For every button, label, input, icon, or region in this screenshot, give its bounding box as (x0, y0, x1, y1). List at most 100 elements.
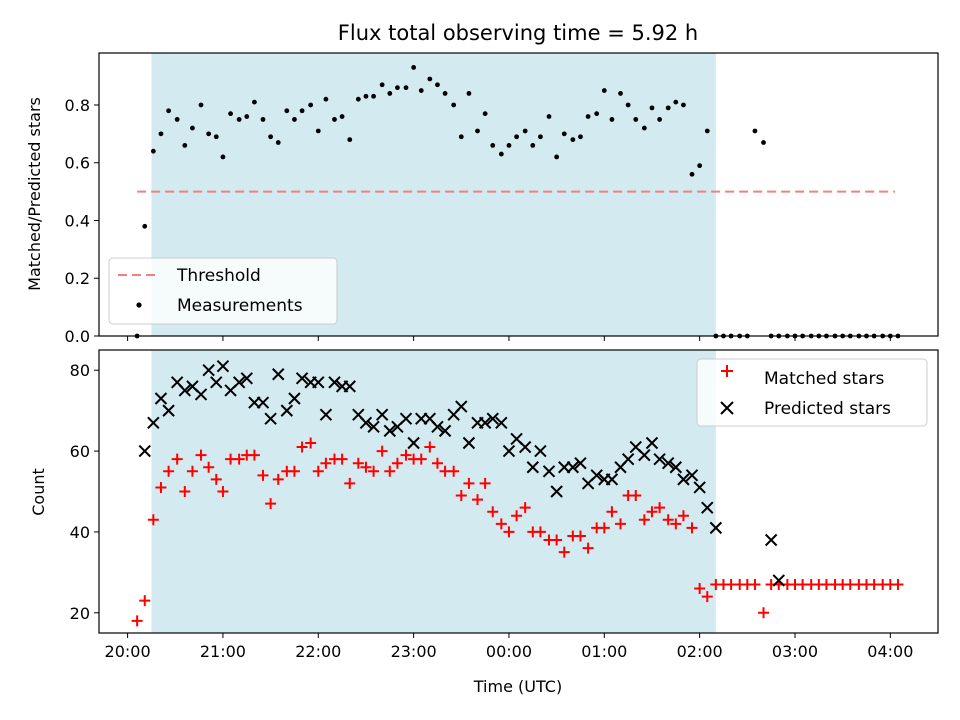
bottom-legend: Matched stars Predicted stars (696, 358, 928, 427)
matched-star-point (519, 502, 531, 514)
predicted-star-point (147, 416, 160, 429)
matched-star-point (312, 465, 324, 477)
x-tick-label: 21:00 (200, 642, 246, 661)
predicted-star-point (495, 416, 508, 429)
bottom-axis: 20 40 60 80 (70, 361, 891, 638)
matched-star-point (558, 546, 570, 558)
x-tick-label: 23:00 (391, 642, 437, 661)
matched-star-point (171, 453, 183, 465)
chart-title: Flux total observing time = 5.92 h (338, 21, 698, 45)
predicted-star-point (280, 404, 294, 417)
top-panel: 0.00.20.40.60.8 Matched/Predicted stars … (25, 52, 939, 346)
x-tick-label: 22:00 (295, 642, 341, 661)
bottom-legend-box (696, 358, 928, 427)
matched-star-point (336, 453, 348, 465)
measurement-point (403, 85, 409, 91)
predicted-star-point (669, 461, 683, 474)
predicted-star-point (312, 376, 325, 389)
predicted-star-point (399, 412, 413, 425)
matched-star-point (701, 591, 713, 603)
predicted-star-point (486, 412, 499, 425)
matched-star-point (511, 510, 523, 522)
predicted-star-point (162, 404, 175, 417)
predicted-star-point (367, 420, 380, 434)
measurement-point (308, 102, 314, 108)
top-y-axis-label: Matched/Predicted stars (25, 97, 44, 291)
matched-star-point (217, 486, 229, 497)
matched-star-point (233, 453, 245, 465)
predicted-star-point (154, 392, 168, 405)
measurement-point (190, 125, 195, 131)
matched-star-point (479, 477, 491, 489)
legend-predicted-swatch (720, 401, 734, 415)
measurement-point (355, 96, 361, 102)
matched-star-point (574, 530, 586, 542)
matched-star-point (400, 449, 412, 461)
predicted-star-point (462, 436, 476, 450)
matched-star-point (360, 461, 372, 473)
predicted-star-point (375, 408, 389, 421)
measurement-point (339, 114, 345, 119)
measurement-point (213, 134, 219, 140)
top-y-tick-label: 0.4 (65, 211, 90, 230)
matched-star-point (179, 486, 191, 497)
matched-star-point (139, 595, 151, 607)
measurement-point (418, 88, 424, 93)
matched-star-point (472, 494, 484, 506)
measurement-point (498, 151, 504, 157)
measurement-point (371, 93, 376, 99)
matched-star-point (455, 490, 467, 502)
measurement-point (594, 111, 600, 117)
matched-star-point (131, 615, 143, 627)
predicted-star-point (383, 424, 396, 438)
measurement-point (689, 171, 695, 177)
matched-star-point (203, 461, 215, 473)
measurement-point (466, 91, 472, 96)
measurement-point (530, 143, 536, 148)
predicted-star-point (685, 469, 699, 482)
bottom-plot-frame (98, 349, 939, 634)
measurement-point (641, 125, 647, 131)
measurement-point (206, 131, 212, 137)
predicted-star-point (272, 368, 285, 381)
matched-star-point (662, 514, 674, 526)
measurement-point (458, 134, 464, 140)
measurement-point (411, 65, 417, 70)
x-axis: 20:00 21:00 22:00 23:00 00:00 01:00 02:00 03:00… (105, 642, 914, 661)
measurement-point (538, 134, 543, 140)
predicted-star-point (605, 473, 619, 486)
matched-star-point (463, 477, 475, 489)
predicted-star-point (295, 372, 309, 385)
predicted-star-point (232, 376, 246, 389)
x-tick-label: 00:00 (486, 642, 532, 661)
measurement-point (347, 137, 353, 143)
bottom-y-tick-label: 60 (70, 442, 90, 461)
measurement-point (395, 85, 400, 91)
measurement-point (252, 99, 257, 105)
measurement-point (158, 131, 164, 137)
bottom-panel: 20 40 60 80 Count Matched stars Predicted s… (29, 349, 939, 638)
measurement-point (704, 128, 710, 134)
measurement-point (625, 102, 631, 108)
measurement-point (182, 143, 188, 148)
predicted-star-point (256, 396, 270, 409)
top-y-tick-label: 0.6 (65, 154, 90, 173)
x-tick-label: 03:00 (772, 642, 818, 661)
matched-star-point (288, 465, 300, 477)
matched-star-point (424, 441, 436, 453)
legend-measurements-label: Measurements (177, 296, 303, 316)
predicted-star-point (431, 420, 444, 434)
measurement-point (578, 134, 583, 140)
predicted-star-point (216, 359, 230, 373)
legend-predicted-label: Predicted stars (764, 399, 891, 419)
measurement-point (315, 128, 321, 134)
predicted-stars-series (138, 359, 785, 587)
measurement-point (514, 134, 519, 140)
predicted-star-point (518, 440, 532, 454)
measurement-point (236, 117, 242, 122)
matched-star-point (147, 514, 159, 526)
legend-matched-label: Matched stars (764, 369, 884, 389)
top-legend: Threshold Measurements (108, 257, 338, 325)
measurement-point (220, 154, 226, 160)
predicted-star-point (502, 444, 516, 458)
